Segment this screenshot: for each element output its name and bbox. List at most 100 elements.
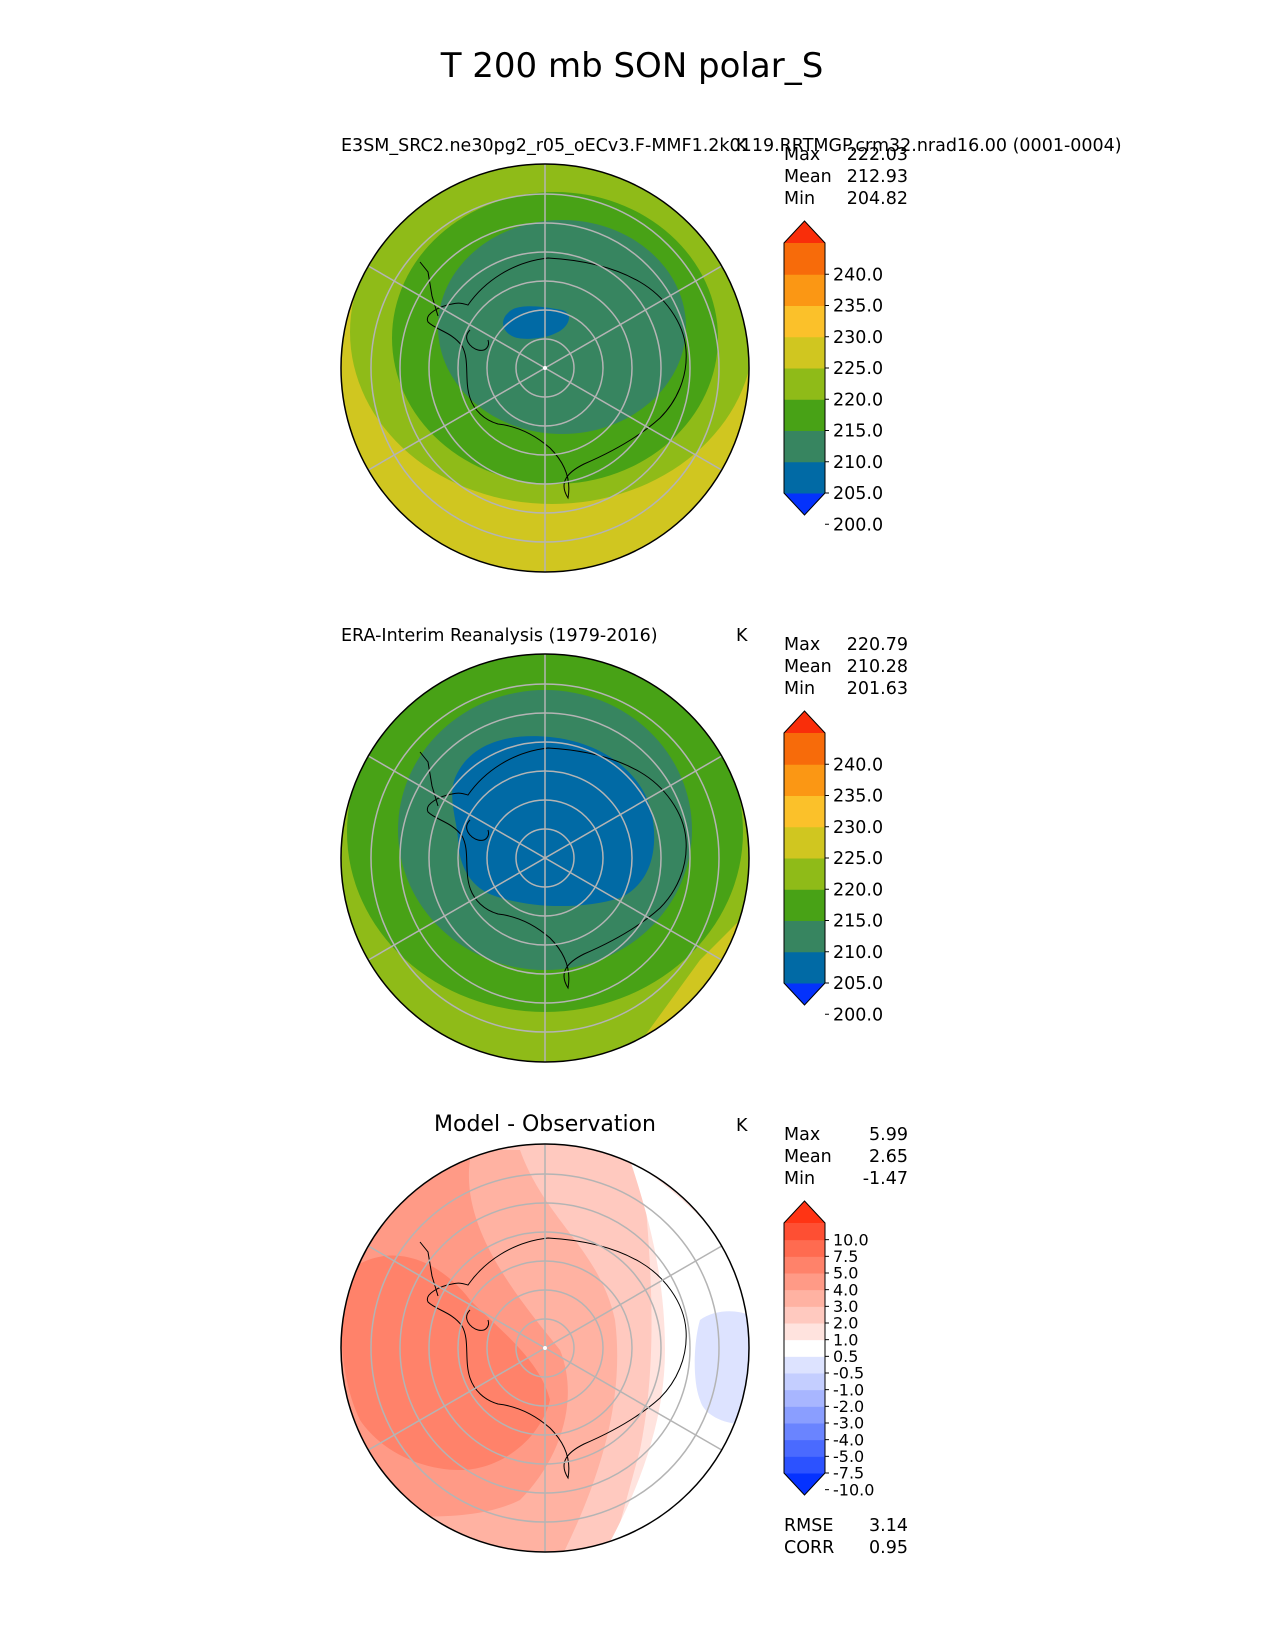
map-boundary: [340, 163, 750, 573]
panel-difference: Model - Observation K Max 5.99 Mean 2.65…: [340, 1112, 908, 1558]
colorbar-tick-label: -7.5: [833, 1464, 864, 1483]
stats-block: Max 5.99 Mean 2.65 Min -1.47: [784, 1125, 908, 1189]
colorbar-tick-label: 7.5: [833, 1247, 858, 1266]
stat-label-min: Min: [784, 679, 815, 699]
colorbar-tick-label: 200.0: [833, 515, 883, 535]
colorbar-segment: [784, 1456, 825, 1474]
colorbar-tick-label: 240.0: [833, 265, 883, 285]
colorbar-tick-label: 4.0: [833, 1280, 858, 1299]
colorbar-tick-label: -5.0: [833, 1447, 864, 1466]
graticule: [367, 654, 723, 1062]
colorbar-tick-label: -4.0: [833, 1430, 864, 1449]
stat-value-min: 201.63: [847, 679, 908, 699]
colorbar-tick-label: 3.0: [833, 1297, 858, 1316]
stat-value-max: 5.99: [869, 1125, 908, 1145]
colorbar-segment: [784, 795, 825, 828]
colorbar-tick-label: -1.0: [833, 1380, 864, 1399]
colorbar-segment: [784, 1273, 825, 1291]
colorbar-segment: [784, 430, 825, 463]
colorbar-segment: [784, 399, 825, 431]
colorbar-extend-bottom: [784, 1473, 825, 1495]
colorbar-segment: [784, 733, 825, 765]
panel-title: Model - Observation: [434, 1112, 656, 1137]
pole-marker: [543, 1346, 547, 1350]
colorbar-segment: [784, 1239, 825, 1257]
colorbar-segment: [784, 1356, 825, 1374]
colorbar-segment: [784, 1406, 825, 1424]
colorbar-tick-label: -10.0: [833, 1480, 874, 1499]
corr-label: CORR: [784, 1538, 834, 1558]
band-neg-1: [694, 1311, 749, 1424]
panel-title: E3SM_SRC2.ne30pg2_r05_oECv3.F-MMF1.2k011…: [341, 136, 1122, 156]
stat-value-min: 204.82: [847, 189, 908, 209]
colorbar-tick-label: 225.0: [833, 359, 883, 379]
colorbar-tick-label: 2.0: [833, 1314, 858, 1333]
colorbar-segment: [784, 1323, 825, 1341]
colorbar-segment: [784, 826, 825, 859]
stat-value-mean: 210.28: [847, 657, 908, 677]
colorbar-segment: [784, 305, 825, 338]
colorbar-tick-label: 215.0: [833, 422, 883, 442]
units-label: K: [736, 136, 748, 156]
polar-map: [341, 164, 749, 572]
colorbar-segment: [784, 336, 825, 369]
figure-title: T 200 mb SON polar_S: [440, 46, 824, 86]
stat-label-mean: Mean: [784, 1147, 832, 1167]
colorbar-tick-label: 235.0: [833, 297, 883, 317]
colorbar: 240.0 235.0 230.0 225.0 220.0 215.0 210.0 205.0…: [783, 710, 883, 1025]
stat-value-mean: 212.93: [847, 167, 908, 187]
map-boundary: [340, 653, 750, 1063]
stat-label-min: Min: [784, 189, 815, 209]
colorbar-tick-label: -2.0: [833, 1397, 864, 1416]
stat-value-min: -1.47: [863, 1169, 908, 1189]
colorbar-segment: [784, 274, 825, 306]
colorbar-tick-label: 5.0: [833, 1264, 858, 1283]
colorbar-extend-bottom: [784, 493, 825, 515]
colorbar-segment: [784, 461, 825, 494]
stat-label-mean: Mean: [784, 167, 832, 187]
colorbar-tick-label: 205.0: [833, 484, 883, 504]
map-boundary: [340, 1143, 750, 1553]
colorbar-segment: [784, 1339, 825, 1357]
colorbar-segment: [784, 1256, 825, 1274]
colorbar-tick-label: 220.0: [833, 390, 883, 410]
units-label: K: [736, 1116, 748, 1136]
colorbar: 10.07.55.04.03.02.01.00.5-0.5-1.0-2.0-3.…: [783, 1200, 874, 1499]
colorbar: 240.0 235.0 230.0 225.0 220.0 215.0 210.0 205.0…: [783, 220, 883, 535]
stats-block: Max 220.79 Mean 210.28 Min 201.63: [784, 635, 908, 699]
panel-title: ERA-Interim Reanalysis (1979-2016): [341, 626, 658, 646]
footer-stats: RMSE 3.14 CORR 0.95: [784, 1516, 908, 1558]
panel-observation: ERA-Interim Reanalysis (1979-2016) K Max…: [340, 626, 908, 1063]
band-5: [341, 1255, 550, 1470]
colorbar-tick-label: 220.0: [833, 880, 883, 900]
stat-value-max: 220.79: [847, 635, 908, 655]
colorbar-extend-top: [784, 221, 825, 243]
stat-label-max: Max: [784, 1125, 820, 1145]
colorbar-tick-label: -3.0: [833, 1414, 864, 1433]
colorbar-segment: [784, 764, 825, 796]
colorbar-tick-label: 210.0: [833, 453, 883, 473]
colorbar-segment: [784, 1439, 825, 1457]
stat-label-max: Max: [784, 635, 820, 655]
colorbar-segment: [784, 920, 825, 953]
colorbar-segment: [784, 858, 825, 890]
band-200: [452, 736, 655, 907]
units-label: K: [736, 626, 748, 646]
pole-marker: [543, 366, 547, 370]
rmse-label: RMSE: [784, 1516, 833, 1536]
corr-value: 0.95: [869, 1538, 908, 1558]
stat-label-mean: Mean: [784, 657, 832, 677]
colorbar-extend-top: [784, 1201, 825, 1223]
colorbar-segment: [784, 1223, 825, 1241]
stat-label-min: Min: [784, 1169, 815, 1189]
colorbar-segment: [784, 368, 825, 400]
band-200: [503, 306, 569, 339]
stats-block: Max 222.03 Mean 212.93 Min 204.82: [784, 145, 908, 209]
colorbar-tick-label: -0.5: [833, 1364, 864, 1383]
panel-model: E3SM_SRC2.ne30pg2_r05_oECv3.F-MMF1.2k011…: [340, 136, 1122, 573]
colorbar-segment: [784, 1306, 825, 1324]
colorbar-extend-top: [784, 711, 825, 733]
colorbar-segment: [784, 1423, 825, 1441]
rmse-value: 3.14: [869, 1516, 908, 1536]
